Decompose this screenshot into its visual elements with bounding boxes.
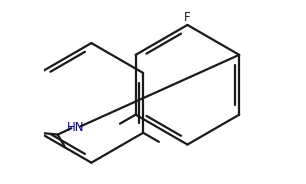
Text: HN: HN bbox=[67, 121, 84, 134]
Text: F: F bbox=[184, 11, 191, 24]
